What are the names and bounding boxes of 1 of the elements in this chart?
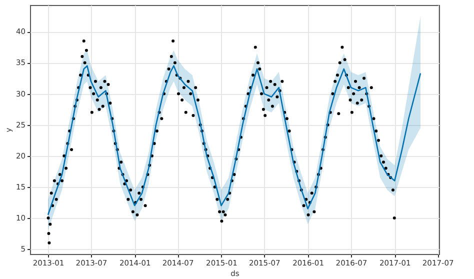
- line-series: [47, 65, 422, 216]
